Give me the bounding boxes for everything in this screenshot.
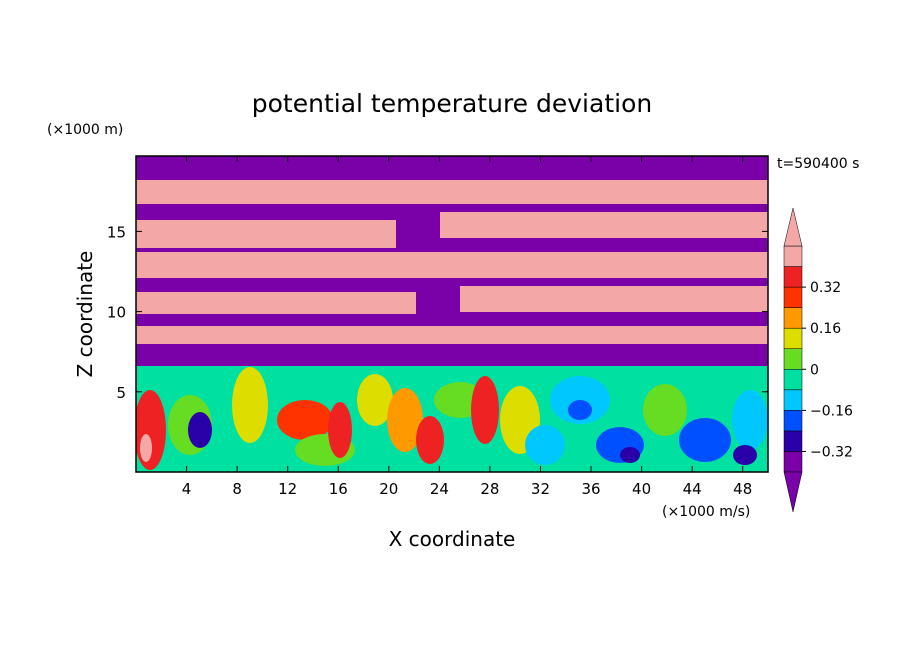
x-tick-label: 8	[232, 480, 242, 498]
y-unit-label: (×1000 m)	[47, 122, 123, 138]
x-axis-label: X coordinate	[389, 527, 516, 551]
y-axis-label: Z coordinate	[73, 251, 97, 378]
chart-title: potential temperature deviation	[252, 89, 652, 118]
colorbar-label: −0.16	[810, 403, 853, 419]
x-tick-label: 32	[531, 480, 550, 498]
x-tick-label: 4	[182, 480, 192, 498]
lower-eddies	[136, 367, 768, 470]
x-tick-label: 28	[480, 480, 499, 498]
colorbar-label: 0	[810, 362, 819, 378]
upper-bands	[136, 180, 768, 362]
colorbar-segment	[783, 369, 803, 391]
colorbar-segment	[783, 410, 803, 432]
x-tick-label: 44	[683, 480, 702, 498]
y-tick-label: 5	[116, 384, 126, 402]
colorbar: 0.32 0.16 0 −0.16 −0.32	[783, 207, 853, 513]
plot-frame	[135, 155, 769, 473]
y-tick-label: 15	[107, 223, 126, 241]
x-tick-label: 20	[379, 480, 398, 498]
colorbar-segment	[783, 327, 803, 349]
colorbar-label: 0.32	[810, 280, 841, 296]
colorbar-segment	[783, 286, 803, 308]
colorbar-segment	[783, 389, 803, 411]
x-ticks: 4 8 12 16 20 24 28 32 36 40 44 48	[182, 156, 752, 498]
time-label: t=590400 s	[777, 156, 859, 172]
x-tick-label: 48	[733, 480, 752, 498]
y-ticks: 5 10 15	[107, 223, 768, 402]
colorbar-segment	[783, 430, 803, 452]
x-tick-label: 16	[329, 480, 348, 498]
colorbar-label: 0.16	[810, 321, 841, 337]
y-tick-label: 10	[107, 304, 126, 322]
x-tick-label: 24	[430, 480, 449, 498]
colorbar-extend-bottom	[783, 471, 803, 513]
x-tick-label: 36	[581, 480, 600, 498]
colorbar-label: −0.32	[810, 444, 853, 460]
x-tick-label: 12	[278, 480, 297, 498]
colorbar-segment	[783, 451, 803, 473]
colorbar-segment	[783, 245, 803, 267]
colorbar-segment	[783, 266, 803, 288]
x-tick-label: 40	[632, 480, 651, 498]
x-unit-label: (×1000 m/s)	[662, 504, 750, 520]
colorbar-segment	[783, 307, 803, 329]
colorbar-segment	[783, 348, 803, 370]
contour-field	[136, 156, 768, 472]
colorbar-extend-top	[783, 207, 803, 247]
